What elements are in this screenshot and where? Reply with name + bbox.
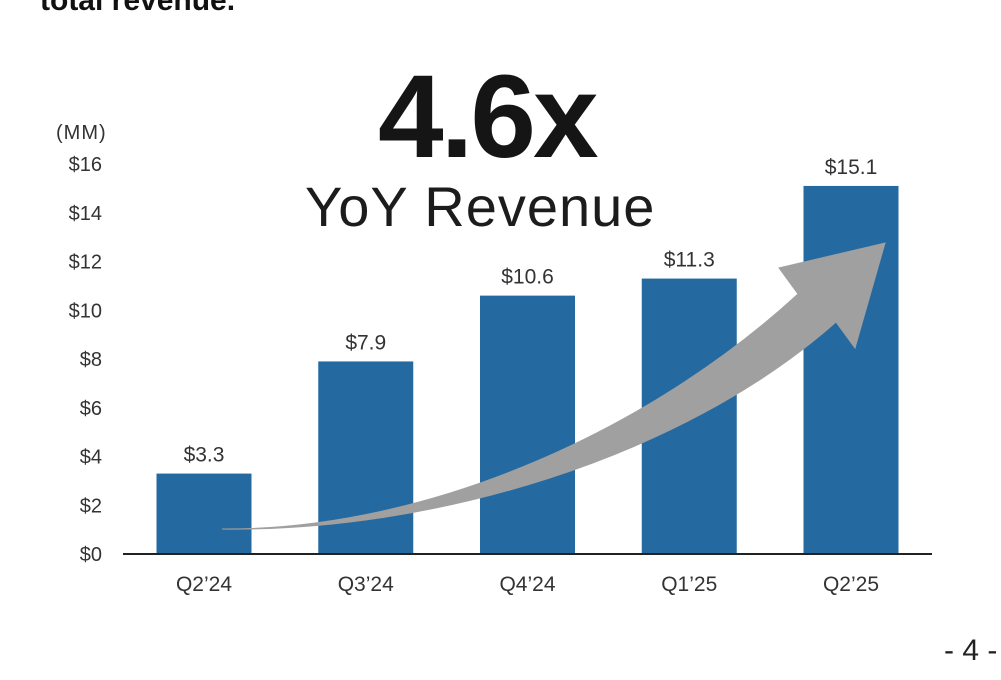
y-tick-label: $10 bbox=[69, 300, 102, 322]
y-tick-label: $2 bbox=[80, 495, 102, 517]
partial-heading-text: total revenue. bbox=[40, 0, 236, 17]
x-tick-label: Q3’24 bbox=[338, 573, 394, 596]
bar-value-label: $10.6 bbox=[501, 266, 554, 289]
bar bbox=[156, 473, 252, 554]
bar bbox=[803, 185, 899, 554]
y-tick-label: $12 bbox=[69, 252, 102, 274]
growth-multiple: 4.6x bbox=[378, 51, 599, 183]
y-tick-label: $14 bbox=[69, 203, 102, 225]
y-axis-unit-label: (MM) bbox=[56, 122, 107, 144]
x-tick-label: Q4’24 bbox=[499, 573, 555, 596]
bar-value-label: $11.3 bbox=[664, 249, 715, 272]
bar bbox=[480, 295, 575, 554]
bar-value-label: $3.3 bbox=[184, 444, 225, 467]
y-axis-tick-labels: $0 $2 $4 $6 $8 $10 $12 $14 $16 bbox=[69, 154, 102, 566]
bar-series bbox=[156, 185, 899, 554]
x-tick-label: Q2’24 bbox=[176, 573, 232, 596]
y-tick-label: $4 bbox=[80, 447, 102, 469]
growth-label: YoY Revenue bbox=[305, 175, 656, 238]
y-tick-label: $6 bbox=[80, 398, 102, 420]
y-tick-label: $8 bbox=[80, 349, 102, 371]
x-axis-tick-labels: Q2’24 Q3’24 Q4’24 Q1’25 Q2’25 bbox=[176, 573, 879, 596]
page-number: - 4 - bbox=[944, 634, 998, 667]
y-tick-label: $16 bbox=[69, 154, 102, 176]
bar-value-labels: $3.3 $7.9 $10.6 $11.3 $15.1 bbox=[184, 156, 878, 467]
bar bbox=[318, 361, 414, 554]
x-tick-label: Q2’25 bbox=[823, 573, 879, 596]
bar-value-label: $7.9 bbox=[345, 331, 386, 354]
x-tick-label: Q1’25 bbox=[661, 573, 717, 596]
trend-arrow bbox=[221, 242, 886, 530]
bar-value-label: $15.1 bbox=[825, 156, 878, 179]
y-tick-label: $0 bbox=[80, 544, 102, 566]
